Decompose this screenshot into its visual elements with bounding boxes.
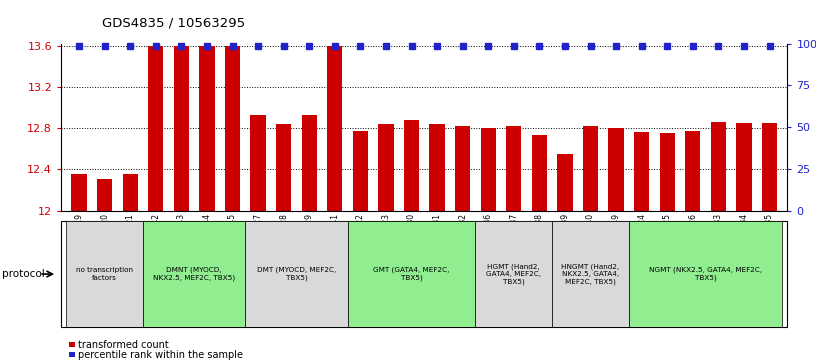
Text: GDS4835 / 10563295: GDS4835 / 10563295: [102, 16, 245, 29]
Bar: [276, 124, 291, 211]
Bar: [762, 123, 777, 211]
Text: DMT (MYOCD, MEF2C,
TBX5): DMT (MYOCD, MEF2C, TBX5): [257, 267, 336, 281]
Bar: [532, 135, 547, 211]
Bar: [404, 120, 419, 211]
Bar: [506, 126, 521, 211]
Bar: [302, 115, 317, 211]
Bar: [149, 46, 163, 211]
Bar: [72, 175, 86, 211]
Bar: [634, 132, 650, 211]
Bar: [583, 126, 598, 211]
Bar: [251, 115, 266, 211]
Bar: [557, 154, 573, 211]
Bar: [327, 46, 343, 211]
Text: transformed count: transformed count: [78, 340, 168, 350]
Text: NGMT (NKX2.5, GATA4, MEF2C,
TBX5): NGMT (NKX2.5, GATA4, MEF2C, TBX5): [649, 267, 762, 281]
Bar: [659, 133, 675, 211]
Bar: [122, 175, 138, 211]
Text: HNGMT (Hand2,
NKX2.5, GATA4,
MEF2C, TBX5): HNGMT (Hand2, NKX2.5, GATA4, MEF2C, TBX5…: [561, 263, 619, 285]
Bar: [711, 122, 726, 211]
Bar: [353, 131, 368, 211]
Text: percentile rank within the sample: percentile rank within the sample: [78, 350, 242, 360]
Text: HGMT (Hand2,
GATA4, MEF2C,
TBX5): HGMT (Hand2, GATA4, MEF2C, TBX5): [486, 263, 541, 285]
Bar: [379, 124, 393, 211]
Bar: [481, 128, 496, 211]
Bar: [429, 124, 445, 211]
Bar: [348, 221, 476, 327]
Text: protocol: protocol: [2, 269, 44, 279]
Text: no transcription
factors: no transcription factors: [76, 267, 133, 281]
Text: GMT (GATA4, MEF2C,
TBX5): GMT (GATA4, MEF2C, TBX5): [374, 267, 450, 281]
Bar: [455, 126, 470, 211]
Bar: [552, 221, 629, 327]
Bar: [66, 221, 143, 327]
Bar: [143, 221, 246, 327]
Bar: [629, 221, 783, 327]
Bar: [97, 179, 113, 211]
Bar: [199, 46, 215, 211]
Bar: [174, 46, 189, 211]
Bar: [476, 221, 552, 327]
Bar: [736, 123, 752, 211]
Bar: [609, 128, 623, 211]
Bar: [225, 46, 240, 211]
Bar: [246, 221, 348, 327]
Text: DMNT (MYOCD,
NKX2.5, MEF2C, TBX5): DMNT (MYOCD, NKX2.5, MEF2C, TBX5): [153, 267, 235, 281]
Bar: [685, 131, 700, 211]
